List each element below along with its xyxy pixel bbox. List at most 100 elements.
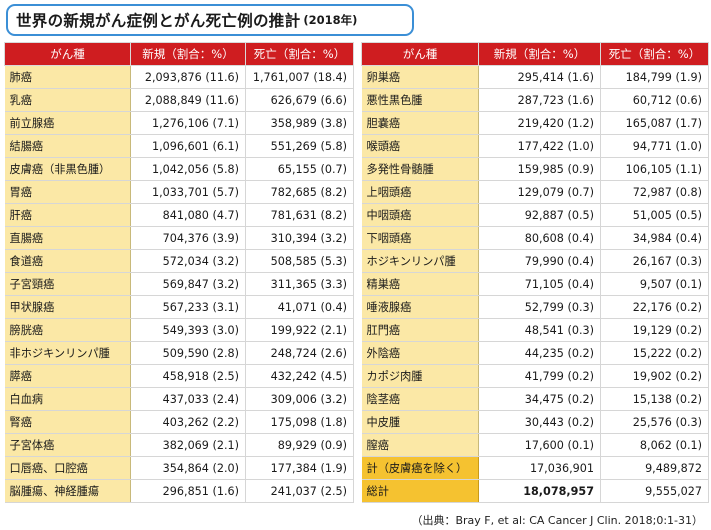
cancer-type-cell: 外陰癌: [361, 341, 479, 365]
deaths-cell: 8,062 (0.1): [600, 433, 709, 457]
new-cases-cell: 509,590 (2.8): [130, 341, 246, 365]
deaths-cell: 248,724 (2.6): [245, 341, 354, 365]
new-cases-cell: 30,443 (0.2): [478, 410, 601, 434]
table-row: 肝癌 841,080 (4.7) 781,631 (8.2): [4, 203, 354, 227]
cancer-type-cell: 前立腺癌: [4, 111, 131, 135]
cancer-type-cell: 白血病: [4, 387, 131, 411]
deaths-cell: 26,167 (0.3): [600, 249, 709, 273]
deaths-cell: 89,929 (0.9): [245, 433, 354, 457]
table-row: 非ホジキンリンパ腫 509,590 (2.8) 248,724 (2.6): [4, 341, 354, 365]
deaths-cell: 19,129 (0.2): [600, 318, 709, 342]
table-row: 子宮頸癌 569,847 (3.2) 311,365 (3.3): [4, 272, 354, 296]
cancer-table-right: がん種 新規（割合：%） 死亡（割合：%） 卵巣癌 295,414 (1.6) 18…: [361, 42, 709, 503]
total-new-cases-cell: 18,078,957: [478, 479, 601, 503]
deaths-cell: 165,087 (1.7): [600, 111, 709, 135]
table-row: 脳腫瘍、神経腫瘍 296,851 (1.6) 241,037 (2.5): [4, 479, 354, 503]
new-cases-cell: 403,262 (2.2): [130, 410, 246, 434]
new-cases-cell: 41,799 (0.2): [478, 364, 601, 388]
cancer-type-cell: 悪性黒色腫: [361, 88, 479, 112]
new-cases-cell: 841,080 (4.7): [130, 203, 246, 227]
new-cases-cell: 1,033,701 (5.7): [130, 180, 246, 204]
new-cases-cell: 1,276,106 (7.1): [130, 111, 246, 135]
cancer-type-cell: 食道癌: [4, 249, 131, 273]
header-cancer-type: がん種: [4, 42, 131, 66]
table-row: 甲状腺癌 567,233 (3.1) 41,071 (0.4): [4, 295, 354, 319]
new-cases-cell: 80,608 (0.4): [478, 226, 601, 250]
new-cases-cell: 159,985 (0.9): [478, 157, 601, 181]
deaths-cell: 19,902 (0.2): [600, 364, 709, 388]
new-cases-cell: 287,723 (1.6): [478, 88, 601, 112]
deaths-cell: 51,005 (0.5): [600, 203, 709, 227]
deaths-cell: 106,105 (1.1): [600, 157, 709, 181]
new-cases-cell: 34,475 (0.2): [478, 387, 601, 411]
deaths-cell: 310,394 (3.2): [245, 226, 354, 250]
deaths-cell: 311,365 (3.3): [245, 272, 354, 296]
deaths-cell: 72,987 (0.8): [600, 180, 709, 204]
new-cases-cell: 177,422 (1.0): [478, 134, 601, 158]
total-label-cell: 総計: [361, 479, 479, 503]
new-cases-cell: 295,414 (1.6): [478, 65, 601, 89]
deaths-cell: 22,176 (0.2): [600, 295, 709, 319]
cancer-type-cell: 膀胱癌: [4, 318, 131, 342]
header-deaths: 死亡（割合：%）: [600, 42, 709, 66]
table-row: 前立腺癌 1,276,106 (7.1) 358,989 (3.8): [4, 111, 354, 135]
deaths-cell: 551,269 (5.8): [245, 134, 354, 158]
deaths-cell: 60,712 (0.6): [600, 88, 709, 112]
header-deaths: 死亡（割合：%）: [245, 42, 354, 66]
new-cases-cell: 2,093,876 (11.6): [130, 65, 246, 89]
deaths-cell: 309,006 (3.2): [245, 387, 354, 411]
table-row: 肛門癌 48,541 (0.3) 19,129 (0.2): [361, 318, 709, 342]
deaths-cell: 25,576 (0.3): [600, 410, 709, 434]
new-cases-cell: 354,864 (2.0): [130, 456, 246, 480]
cancer-type-cell: 卵巣癌: [361, 65, 479, 89]
deaths-cell: 199,922 (2.1): [245, 318, 354, 342]
new-cases-cell: 17,600 (0.1): [478, 433, 601, 457]
table-row: 乳癌 2,088,849 (11.6) 626,679 (6.6): [4, 88, 354, 112]
new-cases-cell: 79,990 (0.4): [478, 249, 601, 273]
total-deaths-cell: 9,555,027: [600, 479, 709, 503]
cancer-type-cell: 多発性骨髄腫: [361, 157, 479, 181]
table-row: 食道癌 572,034 (3.2) 508,585 (5.3): [4, 249, 354, 273]
cancer-type-cell: 膣癌: [361, 433, 479, 457]
table-row: ホジキンリンパ腫 79,990 (0.4) 26,167 (0.3): [361, 249, 709, 273]
cancer-type-cell: 口唇癌、口腔癌: [4, 456, 131, 480]
deaths-cell: 177,384 (1.9): [245, 456, 354, 480]
table-body-left: 肺癌 2,093,876 (11.6) 1,761,007 (18.4) 乳癌 2,08…: [4, 65, 354, 503]
table-row: 膵癌 458,918 (2.5) 432,242 (4.5): [4, 364, 354, 388]
new-cases-cell: 48,541 (0.3): [478, 318, 601, 342]
cancer-type-cell: 脳腫瘍、神経腫瘍: [4, 479, 131, 503]
table-row: 喉頭癌 177,422 (1.0) 94,771 (1.0): [361, 134, 709, 158]
table-row: 唾液腺癌 52,799 (0.3) 22,176 (0.2): [361, 295, 709, 319]
cancer-type-cell: 下咽頭癌: [361, 226, 479, 250]
deaths-cell: 626,679 (6.6): [245, 88, 354, 112]
new-cases-cell: 572,034 (3.2): [130, 249, 246, 273]
table-header-row: がん種 新規（割合：%） 死亡（割合：%）: [361, 42, 709, 66]
cancer-type-cell: 非ホジキンリンパ腫: [4, 341, 131, 365]
new-cases-cell: 2,088,849 (11.6): [130, 88, 246, 112]
deaths-cell: 241,037 (2.5): [245, 479, 354, 503]
header-new-cases: 新規（割合：%）: [130, 42, 246, 66]
table-row: 胃癌 1,033,701 (5.7) 782,685 (8.2): [4, 180, 354, 204]
cancer-type-cell: 子宮体癌: [4, 433, 131, 457]
table-row: 腎癌 403,262 (2.2) 175,098 (1.8): [4, 410, 354, 434]
cancer-type-cell: 陰茎癌: [361, 387, 479, 411]
deaths-cell: 94,771 (1.0): [600, 134, 709, 158]
deaths-cell: 432,242 (4.5): [245, 364, 354, 388]
new-cases-cell: 71,105 (0.4): [478, 272, 601, 296]
table-row: 下咽頭癌 80,608 (0.4) 34,984 (0.4): [361, 226, 709, 250]
cancer-type-cell: カポジ肉腫: [361, 364, 479, 388]
cancer-type-cell: 甲状腺癌: [4, 295, 131, 319]
table-row: 胆嚢癌 219,420 (1.2) 165,087 (1.7): [361, 111, 709, 135]
deaths-cell: 175,098 (1.8): [245, 410, 354, 434]
page-title: 世界の新規がん症例とがん死亡例の推計: [16, 12, 301, 30]
table-row: 卵巣癌 295,414 (1.6) 184,799 (1.9): [361, 65, 709, 89]
total-label-cell: 計（皮膚癌を除く）: [361, 456, 479, 480]
cancer-type-cell: 胆嚢癌: [361, 111, 479, 135]
title-box: 世界の新規がん症例とがん死亡例の推計 (2018年): [6, 4, 414, 36]
cancer-type-cell: 中咽頭癌: [361, 203, 479, 227]
header-new-cases: 新規（割合：%）: [478, 42, 601, 66]
table-row: 白血病 437,033 (2.4) 309,006 (3.2): [4, 387, 354, 411]
table-row: 陰茎癌 34,475 (0.2) 15,138 (0.2): [361, 387, 709, 411]
table-row: 精巣癌 71,105 (0.4) 9,507 (0.1): [361, 272, 709, 296]
total-row: 総計 18,078,957 9,555,027: [361, 479, 709, 503]
